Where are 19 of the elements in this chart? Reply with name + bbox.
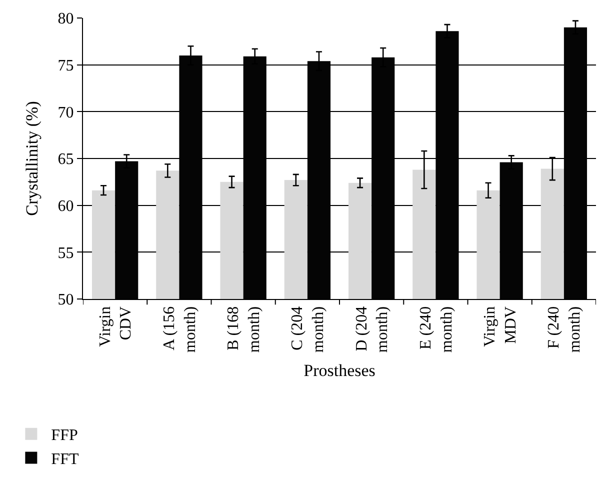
x-tick-label: C (204 month)	[289, 306, 328, 353]
x-tick-label: Virgin CDV	[96, 306, 135, 347]
x-tick-label: A (156 month)	[160, 306, 199, 353]
x-tick-label: B (168 month)	[225, 306, 263, 353]
x-tick-label: E (240 month)	[417, 306, 456, 353]
y-tick-label: 65	[58, 151, 74, 168]
legend-label: FFT	[51, 450, 79, 468]
y-tick-label: 75	[58, 57, 74, 74]
y-tick-label: 70	[58, 104, 74, 122]
x-tick-label: D (204 month)	[353, 306, 392, 353]
y-axis-title: Crystallinity (%)	[22, 101, 42, 216]
x-axis-title: Prostheses	[304, 361, 376, 380]
y-tick-label: 80	[58, 10, 74, 28]
y-tick-label: 50	[58, 292, 74, 309]
y-tick-label: 60	[58, 198, 74, 215]
x-tick-label: Virgin MDV	[482, 306, 520, 347]
y-tick-label: 55	[58, 244, 74, 262]
x-tick-label: F (240 month)	[546, 306, 584, 353]
legend-label: FFP	[51, 427, 78, 444]
